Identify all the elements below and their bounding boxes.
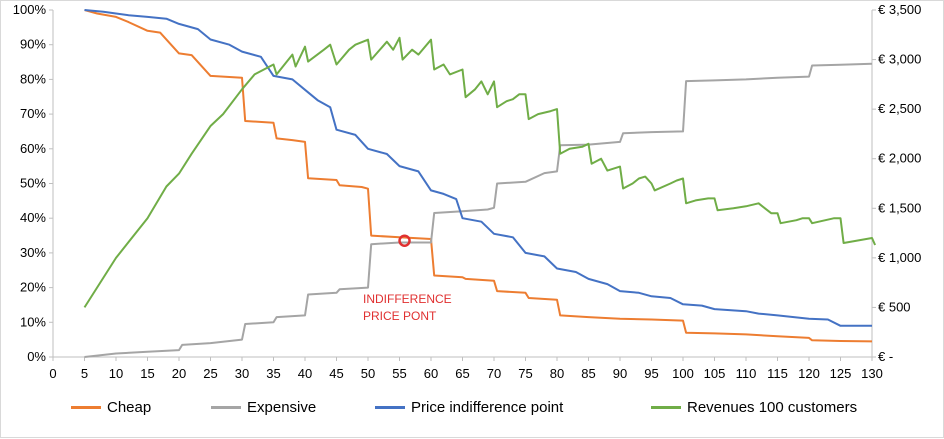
x-tick-label: 100 bbox=[672, 366, 694, 381]
x-tick-label: 120 bbox=[798, 366, 820, 381]
y-right-tick-label: € - bbox=[878, 349, 893, 364]
x-tick-label: 55 bbox=[392, 366, 406, 381]
x-tick-label: 45 bbox=[329, 366, 343, 381]
legend-swatch-expensive bbox=[211, 405, 241, 409]
legend-label-cheap: Cheap bbox=[107, 398, 152, 416]
y-right-tick-label: € 2,500 bbox=[878, 101, 921, 116]
y-right-tick-label: € 2,000 bbox=[878, 151, 921, 166]
y-left-tick-label: 20% bbox=[20, 280, 46, 295]
x-tick-label: 125 bbox=[830, 366, 852, 381]
series-line-expensive bbox=[84, 62, 873, 358]
annotation-label: INDIFFERENCE bbox=[363, 292, 452, 306]
y-left-tick-label: 30% bbox=[20, 245, 46, 260]
y-right-tick-label: € 1,500 bbox=[878, 200, 921, 215]
x-tick-label: 70 bbox=[487, 366, 501, 381]
x-tick-label: 15 bbox=[140, 366, 154, 381]
legend-item-revenues: Revenues 100 customers bbox=[651, 393, 857, 421]
y-left-tick-label: 60% bbox=[20, 141, 46, 156]
x-tick-label: 35 bbox=[266, 366, 280, 381]
legend-label-price-indifference: Price indifference point bbox=[411, 398, 564, 416]
legend-swatch-cheap bbox=[71, 405, 101, 409]
y-left-tick-label: 40% bbox=[20, 210, 46, 225]
legend-item-expensive: Expensive bbox=[211, 393, 316, 421]
x-tick-label: 0 bbox=[49, 366, 56, 381]
y-left-tick-label: 50% bbox=[20, 176, 46, 191]
legend-item-price-indifference: Price indifference point bbox=[375, 393, 563, 421]
x-tick-label: 110 bbox=[736, 366, 757, 381]
annotation-label: PRICE PONT bbox=[363, 309, 437, 323]
x-tick-label: 60 bbox=[424, 366, 438, 381]
x-tick-label: 25 bbox=[203, 366, 217, 381]
y-right-tick-label: € 500 bbox=[878, 299, 911, 314]
y-right-tick-label: € 1,000 bbox=[878, 250, 921, 265]
legend-swatch-revenues bbox=[651, 405, 681, 409]
legend: Cheap Expensive Price indifference point… bbox=[1, 393, 944, 421]
x-tick-label: 50 bbox=[361, 366, 375, 381]
x-tick-label: 40 bbox=[298, 366, 312, 381]
y-left-tick-label: 70% bbox=[20, 106, 46, 121]
x-tick-label: 65 bbox=[455, 366, 469, 381]
x-tick-label: 130 bbox=[861, 366, 883, 381]
x-tick-label: 90 bbox=[613, 366, 627, 381]
x-tick-label: 20 bbox=[172, 366, 186, 381]
x-tick-label: 105 bbox=[704, 366, 726, 381]
legend-label-expensive: Expensive bbox=[247, 398, 317, 416]
y-right-tick-label: € 3,000 bbox=[878, 52, 921, 67]
series-line-cheap bbox=[84, 9, 873, 343]
x-tick-label: 85 bbox=[581, 366, 595, 381]
y-left-tick-label: 0% bbox=[27, 349, 46, 364]
y-left-tick-label: 10% bbox=[20, 314, 46, 329]
indifference-point-marker bbox=[398, 234, 411, 248]
y-left-tick-label: 100% bbox=[13, 2, 47, 17]
x-tick-label: 115 bbox=[767, 366, 788, 381]
legend-item-cheap: Cheap bbox=[71, 393, 151, 421]
x-tick-label: 75 bbox=[518, 366, 532, 381]
x-tick-label: 95 bbox=[644, 366, 658, 381]
y-left-tick-label: 80% bbox=[20, 71, 46, 86]
x-tick-label: 10 bbox=[109, 366, 123, 381]
series-line-price-indifference-point bbox=[84, 9, 872, 327]
x-tick-label: 80 bbox=[550, 366, 564, 381]
legend-swatch-price-indifference bbox=[375, 405, 405, 409]
legend-label-revenues: Revenues 100 customers bbox=[687, 398, 858, 416]
y-right-tick-label: € 3,500 bbox=[878, 2, 921, 17]
series-line-revenues-100-customers bbox=[83, 36, 877, 308]
y-left-tick-label: 90% bbox=[20, 37, 46, 52]
x-tick-label: 5 bbox=[81, 366, 88, 381]
x-tick-label: 30 bbox=[235, 366, 249, 381]
